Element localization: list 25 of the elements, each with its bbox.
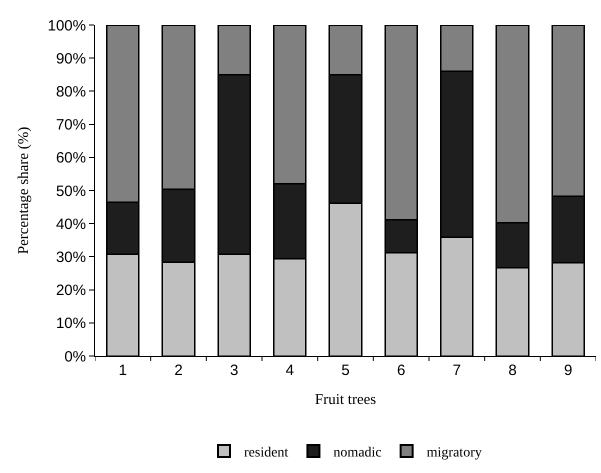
- y-tick-label: 100%: [48, 17, 86, 34]
- y-tick-label: 20%: [56, 282, 86, 300]
- legend-label: resident: [244, 446, 288, 460]
- legend-label: migratory: [426, 446, 482, 460]
- x-tick-label: 9: [564, 362, 572, 379]
- x-axis-title: Fruit trees: [314, 392, 376, 408]
- y-tick-label: 30%: [56, 248, 86, 266]
- y-tick-label: 80%: [56, 83, 86, 100]
- y-axis-title: Percentage share (%): [16, 126, 32, 254]
- x-tick-label: 2: [174, 362, 183, 379]
- x-tick-label: 7: [452, 362, 461, 379]
- y-tick-label: 40%: [56, 216, 86, 233]
- y-tick-label: 0%: [64, 348, 86, 366]
- y-tick-label: 60%: [56, 150, 86, 167]
- x-tick-label: 8: [508, 362, 517, 379]
- x-tick-label: 3: [230, 362, 238, 379]
- x-tick-label: 6: [397, 362, 406, 379]
- x-tick-label: 5: [341, 362, 350, 379]
- y-tick-label: 70%: [56, 116, 86, 134]
- legend-label: nomadic: [333, 446, 382, 460]
- x-tick-label: 4: [286, 362, 294, 379]
- y-tick-label: 10%: [56, 315, 86, 332]
- x-tick-label: 1: [118, 362, 127, 379]
- y-tick-label: 50%: [56, 182, 86, 200]
- y-tick-label: 90%: [56, 50, 86, 68]
